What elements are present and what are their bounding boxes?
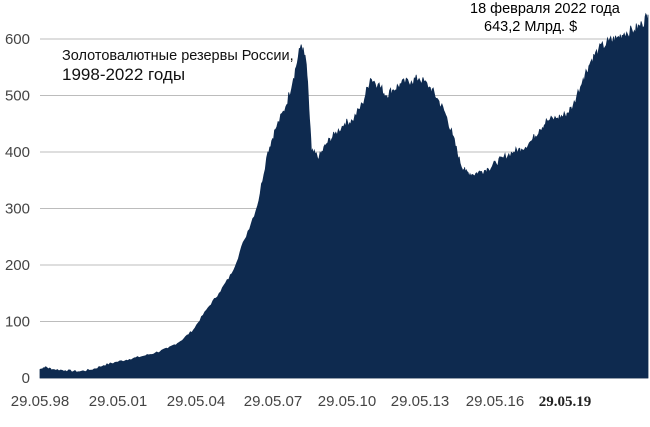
x-tick-label: 29.05.04 [167,393,225,410]
x-tick-label: 29.05.01 [89,393,147,410]
y-tick-label: 600 [5,31,30,48]
annotation-date: 18 февраля 2022 года [470,1,621,17]
x-tick-label: 29.05.98 [11,393,69,410]
x-tick-label: 29.05.16 [466,393,524,410]
reserves-area [39,12,649,379]
y-tick-label: 300 [5,201,30,218]
chart-subtitle: 1998-2022 годы [62,65,185,84]
y-tick-label: 500 [5,88,30,105]
annotation-value: 643,2 Млрд. $ [484,19,577,35]
x-axis: 29.05.98 29.05.01 29.05.04 29.05.07 29.05.10… [11,393,591,410]
x-tick-label: 29.05.10 [318,393,376,410]
y-tick-label: 0 [22,370,30,387]
x-tick-label: 29.05.19 [539,394,592,410]
y-axis: 0 100 200 300 400 500 600 [5,31,30,387]
x-tick-label: 29.05.07 [244,393,302,410]
title-box [56,42,276,88]
y-tick-label: 400 [5,144,30,161]
y-tick-label: 100 [5,314,30,331]
y-tick-label: 200 [5,257,30,274]
chart-title: Золотовалютные резервы России, [62,48,294,64]
x-tick-label: 29.05.13 [391,393,449,410]
